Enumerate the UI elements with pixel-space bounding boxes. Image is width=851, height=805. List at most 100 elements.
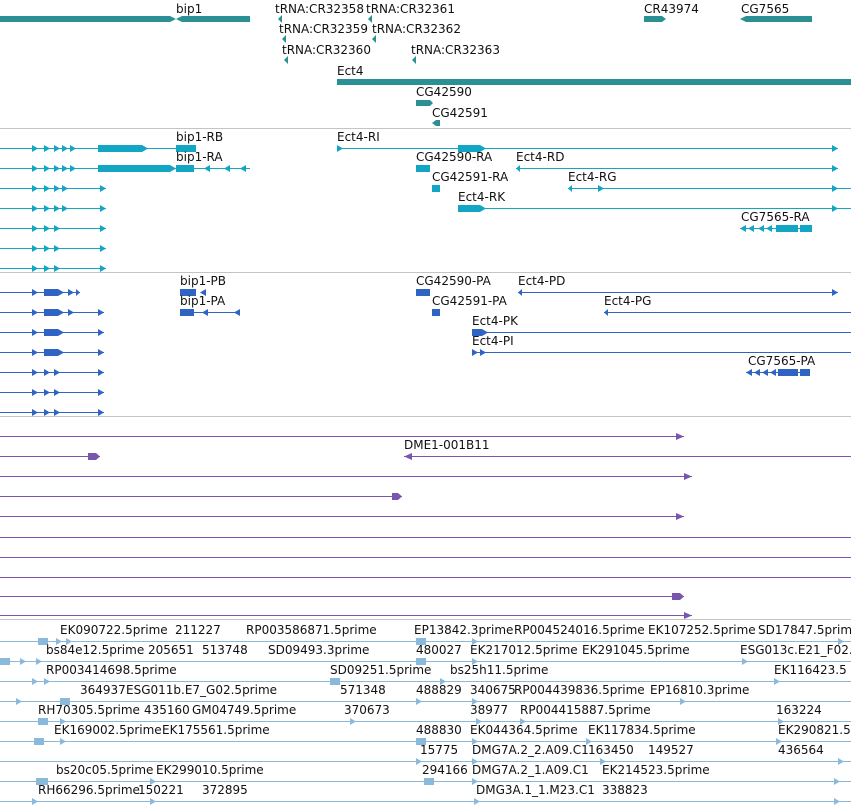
feature-label: 488829 (416, 683, 462, 697)
feature-label: RP003586871.5prime (246, 623, 377, 637)
feature-label: EK175561.5prime (162, 723, 270, 737)
feature-label: 338823 (602, 783, 648, 797)
feature-label: 370673 (344, 703, 390, 717)
gene-feature[interactable] (278, 15, 282, 23)
gene-feature[interactable] (337, 79, 851, 85)
feature-label: 205651 (148, 643, 194, 657)
clone-ends[interactable] (88, 433, 692, 619)
feature-label: Ect4-PK (472, 314, 519, 328)
feature-label: EP13842.3prime (414, 623, 513, 637)
feature-label: 150221 (138, 783, 184, 797)
feature-label: EK117834.5prime (588, 723, 696, 737)
feature-label: 294166 (422, 763, 468, 777)
gene-feature[interactable] (432, 120, 440, 126)
feature-label: RP004524016.5prime (514, 623, 645, 637)
feature-label: tRNA:CR32362 (372, 22, 461, 36)
feature-label: RH66296.5prime (38, 783, 140, 797)
feature-label: bip1-PA (180, 294, 226, 308)
feature-label: CG42591-PA (432, 294, 508, 308)
feature-label: EK299010.5prime (156, 763, 264, 777)
feature-label: Ect4-PG (604, 294, 651, 308)
transcript-track[interactable] (0, 145, 851, 272)
feature-label: Ect4-RI (337, 130, 380, 144)
feature-label: EK169002.5prime (54, 723, 162, 737)
transcript-exons[interactable] (32, 145, 838, 272)
gene-track[interactable] (0, 15, 851, 126)
feature-label: RP003414698.5prime (46, 663, 177, 677)
feature-label: Ect4-RG (568, 170, 617, 184)
feature-label: bip1-RA (176, 150, 223, 164)
feature-label: 38977 (470, 703, 508, 717)
gene-feature[interactable] (284, 56, 288, 64)
feature-label: CG42591-RA (432, 170, 509, 184)
protein-track[interactable] (0, 289, 851, 416)
est-labels: EK090722.5prime 211227 RP003586871.5prim… (38, 623, 851, 797)
feature-label: 436564 (778, 743, 824, 757)
feature-label: CG7565-PA (748, 354, 816, 368)
feature-label: EK290821.5 (778, 723, 851, 737)
feature-label: CG42590-PA (416, 274, 492, 288)
gene-labels: bip1 tRNA:CR32358 tRNA:CR32361 CR43974 C… (176, 2, 789, 120)
feature-label: tRNA:CR32363 (411, 43, 500, 57)
clone-track[interactable] (0, 433, 851, 619)
gene-feature[interactable] (0, 16, 250, 22)
feature-label: EK107252.5prime (648, 623, 756, 637)
feature-label: 513748 (202, 643, 248, 657)
feature-label: bip1 (176, 2, 202, 16)
feature-label: Ect4-RK (458, 190, 506, 204)
feature-label: bs84e12.5prime (46, 643, 144, 657)
gene-feature[interactable] (372, 35, 376, 43)
feature-label: CG7565 (741, 2, 789, 16)
feature-label: ESG011b.E7_G02.5prime (126, 683, 277, 697)
feature-label: 435160 (144, 703, 190, 717)
feature-label: 364937 (80, 683, 126, 697)
feature-label: EK217012.5prime (470, 643, 578, 657)
feature-label: DMG3A.1_1.M23.C1 (476, 783, 595, 797)
feature-label: SD09493.3prime (268, 643, 369, 657)
gene-feature[interactable] (740, 16, 812, 22)
feature-label: EK116423.5 (774, 663, 847, 677)
est-track[interactable] (0, 638, 851, 805)
feature-label: 571348 (340, 683, 386, 697)
feature-label: ESG013c.E21_F02. (740, 643, 851, 657)
feature-label: bip1-PB (180, 274, 226, 288)
feature-label: bs20c05.5prime (56, 763, 153, 777)
track-dividers (0, 128, 851, 620)
gene-feature[interactable] (412, 56, 416, 64)
feature-label: 211227 (175, 623, 221, 637)
feature-label: tRNA:CR32360 (282, 43, 371, 57)
clone-lines (0, 436, 851, 616)
feature-label: 163450 (588, 743, 634, 757)
protein-exons[interactable] (32, 289, 838, 416)
feature-label: bs25h11.5prime (450, 663, 548, 677)
feature-label: Ect4 (337, 64, 364, 78)
feature-label: 340675 (470, 683, 516, 697)
gene-feature[interactable] (368, 15, 372, 23)
feature-label: DMG7A.2_2.A09.C1 (472, 743, 589, 757)
feature-label: CG42591 (432, 106, 488, 120)
clone-labels: DME1-001B11 (404, 438, 490, 452)
feature-label: SD09251.5prime (330, 663, 431, 677)
feature-label: EK291045.5prime (582, 643, 690, 657)
gene-feature[interactable] (416, 100, 433, 106)
feature-label: CR43974 (644, 2, 699, 16)
feature-label: SD17847.5prime (758, 623, 851, 637)
feature-label: GM04749.5prime (192, 703, 296, 717)
feature-label: tRNA:CR32358 (275, 2, 364, 16)
gene-feature[interactable] (644, 16, 666, 22)
feature-label: 15775 (420, 743, 458, 757)
feature-label: CG42590-RA (416, 150, 493, 164)
feature-label: RP004415887.5prime (520, 703, 651, 717)
feature-label: bip1-RB (176, 130, 223, 144)
feature-label: CG42590 (416, 85, 472, 99)
est-marks[interactable] (0, 638, 844, 805)
gene-feature[interactable] (282, 35, 286, 43)
transcript-lines (0, 148, 851, 269)
feature-label: tRNA:CR32361 (366, 2, 455, 16)
feature-label: tRNA:CR32359 (279, 22, 368, 36)
feature-label: 488830 (416, 723, 462, 737)
feature-label: CG7565-RA (741, 210, 810, 224)
feature-label: EK090722.5prime (60, 623, 168, 637)
feature-label: EP16810.3prime (650, 683, 749, 697)
